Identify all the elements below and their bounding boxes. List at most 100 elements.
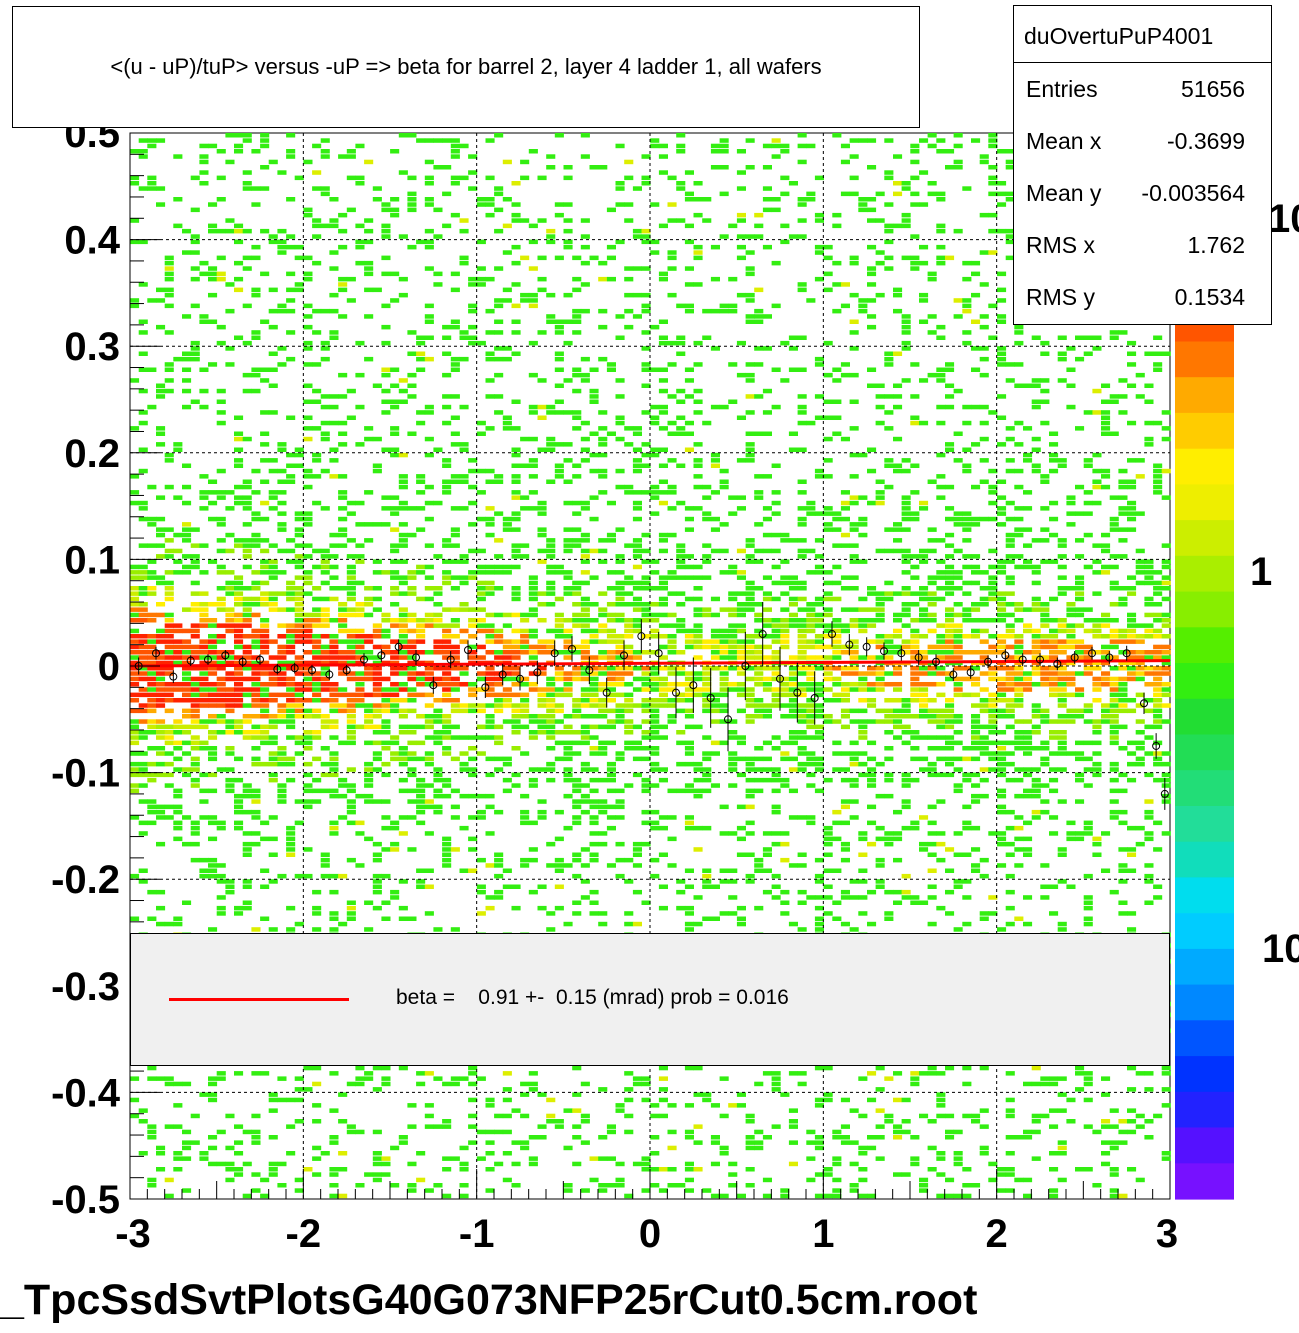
profile-marker (446, 655, 455, 664)
profile-marker (914, 653, 923, 662)
profile-point (845, 634, 854, 656)
profile-point (620, 640, 628, 671)
profile-marker (1001, 651, 1010, 660)
profile-point (1088, 646, 1096, 660)
profile-point (533, 660, 542, 685)
palette-band (1175, 948, 1234, 986)
profile-marker (550, 649, 559, 658)
profile-point (949, 668, 958, 681)
profile-point (516, 667, 524, 691)
profile-marker (308, 666, 316, 675)
palette-band (1175, 770, 1234, 807)
stats-row-mean-y: Mean y -0.003564 (1014, 167, 1271, 219)
profile-point (689, 657, 698, 713)
y-tick-label: -0.3 (51, 965, 120, 1009)
stats-value: -0.003564 (1141, 180, 1245, 206)
profile-point (602, 677, 611, 708)
y-tick-label: 0.4 (64, 219, 120, 263)
stats-label: Mean y (1026, 180, 1102, 206)
profile-point (862, 637, 871, 657)
profile-point (290, 662, 299, 674)
profile-marker (290, 664, 299, 673)
legend-fit-text: beta = 0.91 +- 0.15 (mrad) prob = 0.016 (396, 986, 789, 1009)
profile-point (446, 651, 455, 669)
profile-points (134, 602, 1169, 810)
profile-point (377, 648, 386, 662)
profile-point (897, 645, 906, 661)
x-tick-label: -2 (286, 1212, 322, 1256)
profile-marker (186, 656, 195, 665)
profile-marker (360, 655, 368, 664)
profile-marker (204, 655, 212, 664)
palette-band (1175, 627, 1234, 664)
profile-point (1105, 651, 1114, 664)
profile-marker (1160, 789, 1169, 798)
palette-band (1175, 698, 1234, 736)
stats-box: duOvertuPuP4001 Entries 51656 Mean x -0.… (1013, 5, 1272, 325)
profile-marker (152, 649, 160, 658)
profile-point (412, 650, 420, 665)
profile-point (481, 676, 490, 698)
y-tick-label: -0.4 (51, 1071, 121, 1115)
profile-point (1036, 653, 1044, 666)
profile-point (828, 621, 836, 647)
profile-point (360, 653, 368, 666)
profile-marker (533, 668, 542, 677)
y-tick-label: 0 (98, 645, 120, 689)
profile-marker (1018, 655, 1027, 664)
profile-marker (845, 640, 854, 649)
profile-marker (498, 670, 507, 679)
palette-band (1175, 877, 1234, 914)
palette-band (1175, 520, 1234, 557)
palette-band (1175, 1163, 1234, 1200)
profile-point (758, 602, 767, 666)
palette-band (1175, 377, 1234, 414)
profile-point (776, 646, 784, 711)
profile-marker (1122, 649, 1131, 658)
profile-point (186, 655, 195, 666)
profile-point (256, 654, 264, 665)
profile-marker (706, 693, 715, 702)
palette-band (1175, 841, 1234, 878)
x-tick-label: -1 (459, 1212, 495, 1256)
profile-marker (273, 665, 282, 674)
palette-band (1175, 1091, 1234, 1129)
stats-row-rms-x: RMS x 1.762 (1014, 219, 1271, 271)
profile-marker (1105, 653, 1114, 662)
palette-band (1175, 1020, 1234, 1057)
palette-band (1175, 913, 1234, 950)
profile-point (914, 650, 923, 665)
profile-marker (585, 666, 594, 675)
palette-band (1175, 1127, 1234, 1164)
profile-point (585, 656, 594, 685)
x-tick-label: 2 (986, 1212, 1008, 1256)
profile-marker (1036, 655, 1044, 664)
profile-marker (810, 693, 819, 702)
profile-marker (256, 655, 264, 664)
palette-band (1175, 806, 1234, 843)
stats-label: RMS x (1026, 232, 1095, 258)
profile-marker (377, 651, 386, 660)
stats-value: 0.1534 (1174, 284, 1245, 310)
profile-marker (932, 657, 940, 666)
profile-marker (1140, 699, 1148, 708)
stats-label: Mean x (1026, 128, 1102, 154)
profile-marker (949, 670, 958, 679)
profile-point (273, 663, 282, 675)
profile-point (169, 670, 178, 684)
profile-marker (724, 715, 732, 724)
profile-marker (1070, 653, 1079, 662)
profile-marker (984, 657, 992, 666)
profile-marker (221, 651, 230, 660)
profile-marker (1053, 659, 1062, 668)
profile-marker (325, 670, 334, 679)
profile-marker (966, 668, 975, 677)
profile-point (568, 636, 576, 662)
stats-value: 51656 (1181, 76, 1245, 102)
y-tick-label: 0.3 (64, 325, 120, 369)
profile-point (1070, 651, 1079, 664)
stats-label: Entries (1026, 76, 1098, 102)
profile-marker (828, 630, 836, 639)
axes: -3 -2 -1 0 1 2 3 -0.5 -0.4 -0.3 -0.2 -0.1 0 0.1 0.2 0.3… (51, 112, 1178, 1256)
profile-point (1053, 657, 1062, 671)
